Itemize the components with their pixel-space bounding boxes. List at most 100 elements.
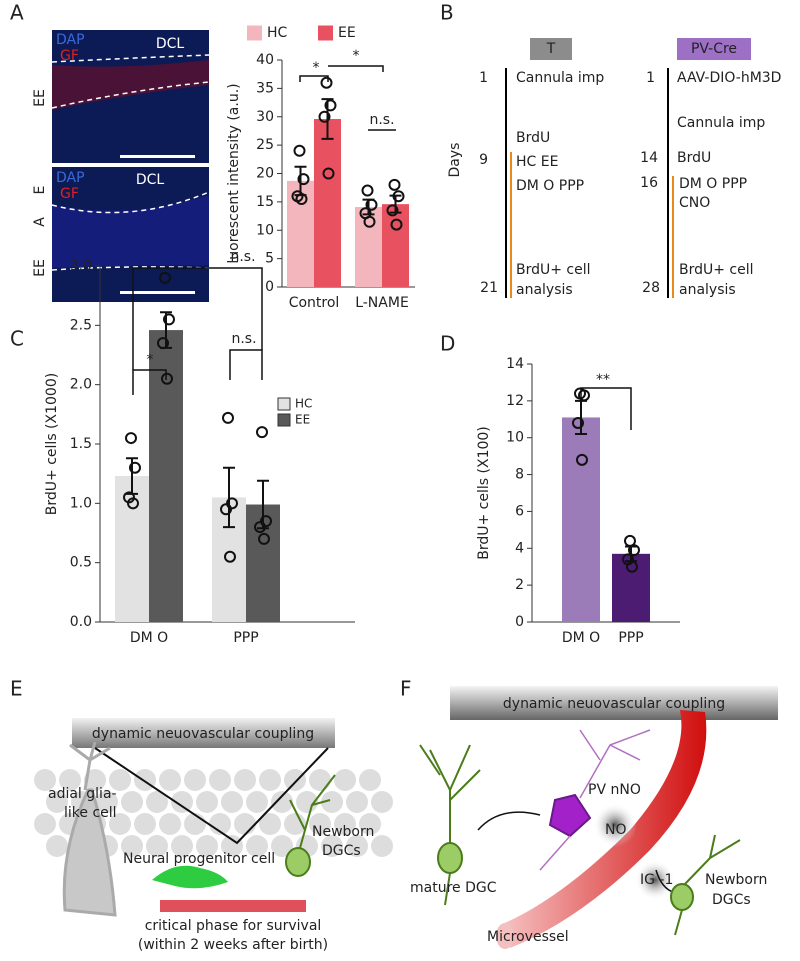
cell-bg xyxy=(259,813,281,835)
bar xyxy=(314,119,341,288)
legend-swatch xyxy=(247,25,262,41)
cell-bg xyxy=(234,769,256,791)
y-tick-label: 0 xyxy=(515,614,524,630)
y-tick-label: 40 xyxy=(256,52,274,68)
significance-label: * xyxy=(353,48,360,64)
data-point xyxy=(324,99,337,112)
cell-bg xyxy=(84,769,106,791)
legend-label: EE xyxy=(338,25,356,41)
y-tick-label: 3.0 xyxy=(70,258,92,274)
cell-bg xyxy=(234,813,256,835)
significance-label: ** xyxy=(596,372,610,388)
data-point xyxy=(224,550,236,563)
side-label: EE xyxy=(32,259,48,277)
y-tick-label: 1.0 xyxy=(70,495,92,511)
data-point xyxy=(254,521,266,534)
event: BrdU+ cell xyxy=(679,262,754,278)
y-tick-label: 5 xyxy=(265,251,274,267)
cell-bg xyxy=(134,813,156,835)
significance-label: * xyxy=(147,352,154,368)
significance-bracket xyxy=(328,65,384,72)
x-tick-label: PPP xyxy=(233,630,258,646)
cell-bg xyxy=(146,835,168,857)
y-tick-label: 4 xyxy=(515,540,524,556)
bar xyxy=(612,553,650,622)
day: 21 xyxy=(480,280,498,296)
panel-label: B xyxy=(440,1,454,25)
data-point xyxy=(390,218,403,231)
day: 1 xyxy=(646,70,655,86)
cell-bg xyxy=(296,791,318,813)
event: analysis xyxy=(679,282,736,298)
event: analysis xyxy=(516,282,573,298)
data-point xyxy=(297,173,310,186)
data-point xyxy=(222,411,234,424)
data-point xyxy=(157,337,169,350)
cell-label: adial glia- xyxy=(48,786,117,802)
cell-bg xyxy=(284,769,306,791)
axis-title: luorescent intensity (a.u.) xyxy=(226,83,242,263)
cell-label: PV nNO xyxy=(588,782,641,798)
cell-label: DGCs xyxy=(322,843,361,859)
cell-bg xyxy=(196,835,218,857)
y-tick-label: 0.0 xyxy=(70,614,92,630)
data-point xyxy=(260,515,272,528)
data-point xyxy=(256,426,268,439)
stain-label: DAP xyxy=(56,170,85,186)
error-bar xyxy=(223,466,235,529)
event: AAV-DIO-hM3D xyxy=(677,70,781,86)
side-label: E xyxy=(32,186,48,195)
cell-bg xyxy=(159,813,181,835)
data-point xyxy=(626,560,638,573)
data-point xyxy=(226,497,238,510)
y-tick-label: 1.5 xyxy=(70,436,92,452)
x-tick-label: PPP xyxy=(618,630,643,646)
cell-label: Microvessel xyxy=(487,929,569,945)
caption: (within 2 weeks after birth) xyxy=(138,937,328,953)
data-point xyxy=(295,193,308,206)
event: BrdU+ cell xyxy=(516,262,591,278)
y-tick-label: 0.5 xyxy=(70,555,92,571)
cell-label: Neural progenitor cell xyxy=(123,851,275,867)
group-header: T xyxy=(546,41,556,57)
cell-bg xyxy=(346,835,368,857)
event: DM O PPP xyxy=(516,178,584,194)
data-point xyxy=(576,453,588,466)
x-tick-label: L-NAME xyxy=(355,295,409,311)
cell-label: NO xyxy=(605,822,627,838)
y-tick-label: 25 xyxy=(256,137,274,153)
data-point xyxy=(129,461,141,474)
banner: dynamic neuovascular coupling xyxy=(503,696,725,712)
bar xyxy=(382,204,409,287)
cell-bg xyxy=(359,769,381,791)
data-point xyxy=(258,532,270,545)
x-tick-label: DM O xyxy=(562,630,600,646)
data-point xyxy=(392,190,405,203)
significance-label: n.s. xyxy=(231,331,256,347)
cell-bg xyxy=(209,769,231,791)
x-tick-label: Control xyxy=(289,295,340,311)
cell-bg xyxy=(271,835,293,857)
cell-bg xyxy=(334,813,356,835)
data-point xyxy=(163,313,175,326)
data-point xyxy=(578,389,590,402)
legend-swatch xyxy=(277,397,291,411)
cell-bg xyxy=(171,835,193,857)
y-tick-label: 30 xyxy=(256,109,274,125)
y-tick-label: 8 xyxy=(515,467,524,483)
data-point xyxy=(363,215,376,228)
y-tick-label: 15 xyxy=(256,194,274,210)
bar xyxy=(115,476,149,622)
error-bar xyxy=(257,479,269,530)
significance-bracket xyxy=(580,387,632,430)
cell-bg xyxy=(46,791,68,813)
significance-label: n.s. xyxy=(369,112,394,128)
event: BrdU xyxy=(677,150,711,166)
cell-bg xyxy=(109,769,131,791)
legend-swatch xyxy=(318,25,333,41)
legend-swatch xyxy=(277,413,291,427)
panel-label: D xyxy=(440,332,455,356)
data-point xyxy=(159,271,171,284)
cell-bg xyxy=(209,813,231,835)
